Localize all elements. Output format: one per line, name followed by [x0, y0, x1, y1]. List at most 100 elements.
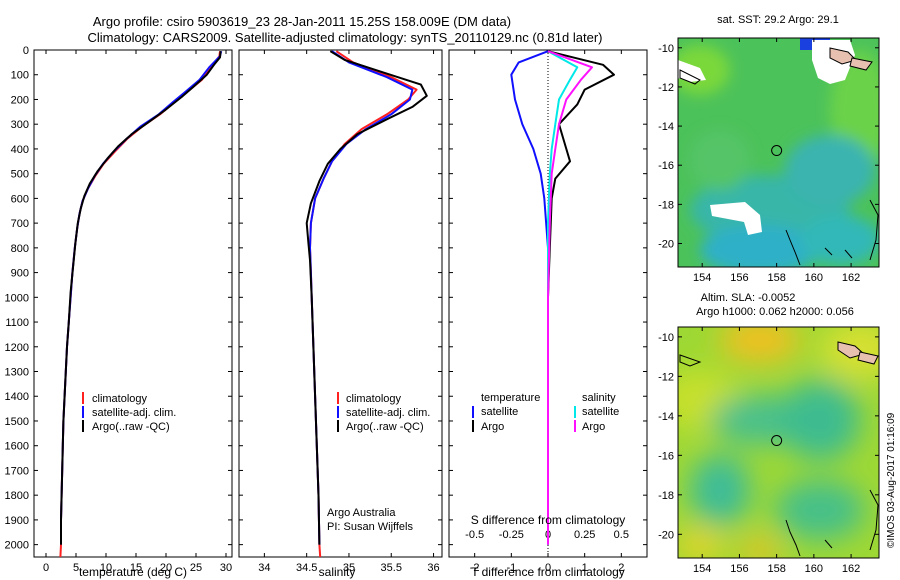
- legend-title-salinity: salinity: [582, 392, 616, 404]
- lon-tick-label: 160: [805, 563, 823, 575]
- x-tick-label: 34: [258, 562, 270, 574]
- annotation-argo-australia: Argo Australia: [327, 507, 396, 519]
- sla-map-title-2: Argo h1000: 0.062 h2000: 0.056: [696, 306, 854, 318]
- x-tick-label: 2: [618, 562, 624, 574]
- lat-tick-label: -10: [658, 332, 674, 344]
- sst-map-title: sat. SST: 29.2 Argo: 29.1: [717, 14, 839, 26]
- x-tick-label: 34.5: [296, 562, 317, 574]
- depth-tick-label: 1200: [5, 342, 29, 354]
- legend-label-satellite: satellite-adj. clim.: [92, 407, 176, 419]
- x-tick-label: 1: [582, 562, 588, 574]
- x-tick-label: 20: [160, 562, 172, 574]
- legend-label-t-argo: Argo: [481, 421, 504, 433]
- lon-tick-label: 158: [767, 563, 785, 575]
- depth-tick-label: 1800: [5, 490, 29, 502]
- lat-tick-label: -18: [658, 490, 674, 502]
- depth-tick-label: 0: [23, 45, 29, 57]
- difference-legend: temperature satellite Argo salinity sate…: [472, 392, 619, 433]
- lon-tick-label: 162: [842, 563, 860, 575]
- depth-tick-label: 1300: [5, 367, 29, 379]
- x-tick-label: 5: [73, 562, 79, 574]
- x-tick-label: 30: [220, 562, 232, 574]
- temperature-xlabel: temperature (deg C): [79, 565, 187, 579]
- depth-tick-label: 2000: [5, 540, 29, 552]
- depth-tick-label: 900: [11, 268, 29, 280]
- x-tick-label: 0: [545, 562, 551, 574]
- legend-label-satellite: satellite-adj. clim.: [346, 407, 430, 419]
- series-line-salinity-argo: [547, 50, 593, 545]
- salinity-xlabel: salinity: [319, 565, 356, 579]
- depth-tick-label: 1000: [5, 292, 29, 304]
- legend-title-temperature: temperature: [481, 392, 540, 404]
- lat-tick-label: -10: [658, 43, 674, 55]
- depth-tick-label: 1500: [5, 416, 29, 428]
- sst-field: [678, 38, 879, 267]
- x-tick-label: 0: [43, 562, 49, 574]
- title-line-1: Argo profile: csiro 5903619_23 28-Jan-20…: [93, 14, 511, 29]
- s-tick-label: 0.5: [614, 529, 629, 541]
- legend-label-argo: Argo(..raw -QC): [346, 421, 424, 433]
- depth-tick-label: 700: [11, 218, 29, 230]
- s-difference-label: S difference from climatology: [471, 513, 626, 527]
- x-tick-label: 35.5: [381, 562, 402, 574]
- salinity-panel: 34 34.5 35 35.5 36 salinity climatology sate…: [238, 49, 443, 579]
- legend-label-climatology: climatology: [346, 393, 402, 405]
- difference-panel: -2 -1 0 1 2 -0.5 -0.25 0 0.25 0.5 S difference f…: [448, 49, 648, 579]
- lat-tick-label: -18: [658, 199, 674, 211]
- lon-tick-label: 156: [730, 272, 748, 284]
- temperature-legend: climatology satellite-adj. clim. Argo(..…: [82, 392, 176, 433]
- x-tick-label: 36: [427, 562, 439, 574]
- depth-tick-label: 1700: [5, 465, 29, 477]
- temperature-axes-frame: [33, 49, 233, 558]
- lon-tick-label: 154: [693, 563, 711, 575]
- sla-map-frame: [677, 326, 880, 559]
- lon-tick-label: 158: [767, 272, 785, 284]
- salinity-legend: climatology satellite-adj. clim. Argo(..…: [337, 392, 430, 433]
- t-difference-xlabel: T difference from climatology: [471, 565, 625, 579]
- sst-map-frame: [677, 37, 880, 268]
- x-tick-label: 10: [100, 562, 112, 574]
- annotation-pi: PI: Susan Wijffels: [327, 521, 413, 533]
- lon-tick-label: 162: [842, 272, 860, 284]
- legend-label-t-satellite: satellite: [481, 406, 518, 418]
- x-tick-label: 15: [130, 562, 142, 574]
- legend-label-s-argo: Argo: [582, 421, 605, 433]
- salinity-axes-frame: [238, 49, 443, 558]
- lat-tick-label: -20: [658, 529, 674, 541]
- depth-tick-label: 800: [11, 243, 29, 255]
- sst-map: sat. SST: 29.2 Argo: 29.1 154 156 1: [658, 14, 880, 284]
- x-tick-label: 35: [343, 562, 355, 574]
- x-tick-label: 25: [190, 562, 202, 574]
- depth-tick-label: 1600: [5, 441, 29, 453]
- lat-tick-label: -14: [658, 121, 674, 133]
- s-tick-label: -0.5: [465, 529, 484, 541]
- series-line-argo-raw-qc-: [305, 50, 428, 545]
- sla-map: Altim. SLA: -0.0052 Argo h1000: 0.062 h2…: [658, 292, 880, 575]
- lon-tick-label: 160: [805, 272, 823, 284]
- title-line-2: Climatology: CARS2009. Satellite-adjuste…: [88, 30, 603, 45]
- series-line-argo-raw-qc-: [60, 51, 222, 545]
- depth-tick-label: 1900: [5, 515, 29, 527]
- depth-tick-label: 300: [11, 119, 29, 131]
- s-tick-label: 0.25: [574, 529, 595, 541]
- imos-watermark: ©IMOS 03-Aug-2017 01:16:09: [886, 412, 897, 548]
- lon-tick-label: 156: [730, 563, 748, 575]
- depth-tick-label: 200: [11, 94, 29, 106]
- depth-tick-label: 1100: [5, 317, 29, 329]
- depth-tick-label: 1400: [5, 391, 29, 403]
- lat-tick-label: -20: [658, 239, 674, 251]
- x-tick-label: -1: [506, 562, 516, 574]
- depth-tick-label: 600: [11, 193, 29, 205]
- legend-label-s-satellite: satellite: [582, 406, 619, 418]
- lat-tick-label: -16: [658, 160, 674, 172]
- temperature-panel: 0100200300400500600700800900100011001200…: [5, 45, 233, 579]
- lon-tick-label: 154: [693, 272, 711, 284]
- sla-map-title-1: Altim. SLA: -0.0052: [701, 292, 796, 304]
- legend-label-argo: Argo(..raw -QC): [92, 421, 170, 433]
- argo-location-marker: [771, 435, 783, 447]
- lat-tick-label: -16: [658, 450, 674, 462]
- lat-tick-label: -12: [658, 82, 674, 94]
- s-tick-label: -0.25: [499, 529, 524, 541]
- depth-tick-label: 400: [11, 144, 29, 156]
